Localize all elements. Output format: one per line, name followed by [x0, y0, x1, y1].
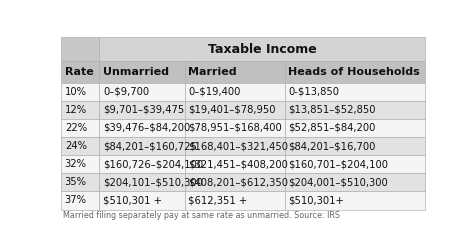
Text: 37%: 37%	[65, 196, 87, 206]
Bar	[285, 173, 425, 191]
Text: \$9,701–\$39,475: \$9,701–\$39,475	[103, 105, 184, 115]
Text: \$39,476–\$84,200: \$39,476–\$84,200	[103, 123, 190, 133]
Text: Unmarried: Unmarried	[103, 67, 169, 77]
Text: 35%: 35%	[65, 177, 87, 187]
Bar	[99, 155, 185, 173]
Text: \$408,201–\$612,350: \$408,201–\$612,350	[188, 177, 288, 187]
Bar	[99, 101, 185, 119]
Bar	[61, 155, 99, 173]
Text: Heads of Households: Heads of Households	[288, 67, 420, 77]
Text: Taxable Income: Taxable Income	[208, 43, 316, 56]
Bar	[61, 173, 99, 191]
Text: 22%: 22%	[65, 123, 87, 133]
Text: \$13,851–\$52,850: \$13,851–\$52,850	[288, 105, 376, 115]
Text: \$19,401–\$78,950: \$19,401–\$78,950	[188, 105, 276, 115]
Bar	[99, 37, 425, 61]
Text: 0–\$9,700: 0–\$9,700	[103, 87, 149, 97]
Text: 24%: 24%	[65, 141, 87, 151]
Bar	[61, 191, 99, 209]
Text: \$52,851–\$84,200: \$52,851–\$84,200	[288, 123, 376, 133]
Bar	[99, 83, 185, 101]
Bar	[185, 83, 285, 101]
Bar	[61, 61, 99, 83]
Text: \$204,001–\$510,300: \$204,001–\$510,300	[288, 177, 388, 187]
Bar	[99, 191, 185, 209]
Bar	[185, 119, 285, 137]
Bar	[185, 61, 285, 83]
Bar	[99, 173, 185, 191]
Bar	[285, 191, 425, 209]
Bar	[99, 61, 185, 83]
Text: \$168,401–\$321,450: \$168,401–\$321,450	[188, 141, 288, 151]
Bar	[61, 137, 99, 155]
Text: 12%: 12%	[65, 105, 87, 115]
Bar	[185, 191, 285, 209]
Bar	[185, 173, 285, 191]
Text: \$510,301 +: \$510,301 +	[103, 196, 162, 206]
Text: \$160,726–\$204,100: \$160,726–\$204,100	[103, 159, 203, 169]
Bar	[61, 119, 99, 137]
Text: \$84,201–\$16,700: \$84,201–\$16,700	[288, 141, 376, 151]
Text: \$160,701–\$204,100: \$160,701–\$204,100	[288, 159, 388, 169]
Bar	[285, 137, 425, 155]
Text: \$321,451–\$408,200: \$321,451–\$408,200	[188, 159, 288, 169]
Text: \$78,951–\$168,400: \$78,951–\$168,400	[188, 123, 282, 133]
Bar	[99, 137, 185, 155]
Text: 0-\$13,850: 0-\$13,850	[288, 87, 339, 97]
Text: \$612,351 +: \$612,351 +	[188, 196, 247, 206]
Bar	[185, 155, 285, 173]
Bar	[285, 101, 425, 119]
Text: Married filing separately pay at same rate as unmarried. Source: IRS: Married filing separately pay at same ra…	[63, 211, 340, 220]
Bar	[185, 101, 285, 119]
Bar	[61, 37, 99, 61]
Bar	[285, 119, 425, 137]
Bar	[285, 155, 425, 173]
Bar	[285, 61, 425, 83]
Bar	[285, 83, 425, 101]
Text: \$510,301+: \$510,301+	[288, 196, 344, 206]
Text: Rate: Rate	[65, 67, 93, 77]
Text: 0–\$19,400: 0–\$19,400	[188, 87, 241, 97]
Text: \$204,101–\$510,300: \$204,101–\$510,300	[103, 177, 203, 187]
Text: Married: Married	[188, 67, 237, 77]
Text: 10%: 10%	[65, 87, 87, 97]
Bar	[185, 137, 285, 155]
Bar	[99, 119, 185, 137]
Bar	[61, 101, 99, 119]
Text: 32%: 32%	[65, 159, 87, 169]
Bar	[61, 83, 99, 101]
Text: \$84,201–\$160,725: \$84,201–\$160,725	[103, 141, 197, 151]
